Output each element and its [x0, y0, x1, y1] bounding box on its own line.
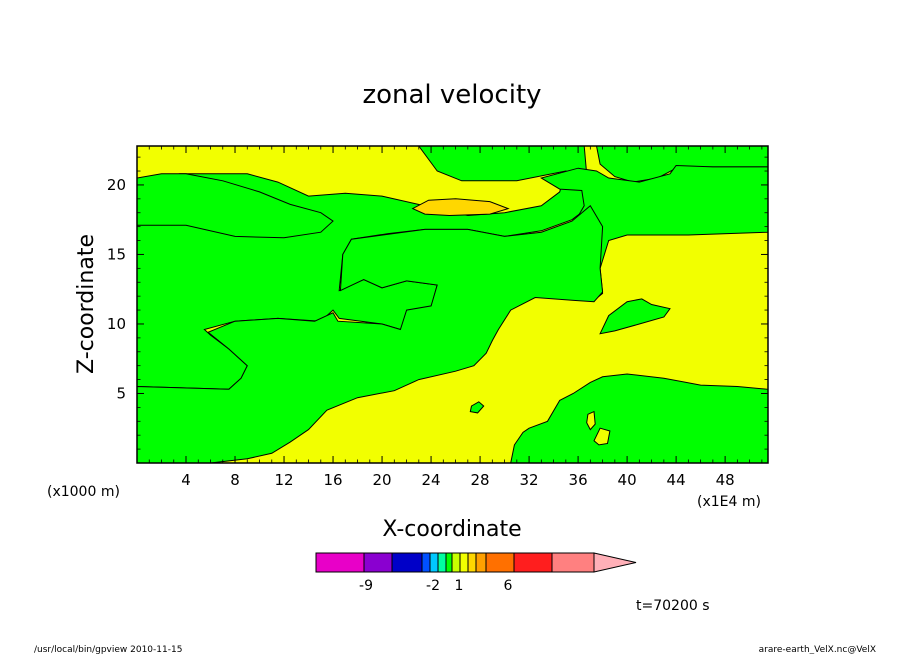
- x-tick-label: 4: [181, 471, 191, 489]
- colorbar-segment: [391, 552, 423, 573]
- y-tick-label: 15: [107, 245, 126, 263]
- colorbar-segment: [593, 552, 637, 573]
- x-unit-right: (x1E4 m): [697, 494, 761, 510]
- y-tick-label: 10: [107, 315, 126, 333]
- chart-title: zonal velocity: [362, 80, 541, 110]
- x-tick-label: 44: [667, 471, 686, 489]
- colorbar: [315, 552, 637, 573]
- x-tick-label: 24: [422, 471, 441, 489]
- contour-region-green: [136, 205, 604, 464]
- y-tick-label: 20: [107, 176, 126, 194]
- x-tick-label: 40: [618, 471, 637, 489]
- y-axis-label: Z-coordinate: [74, 234, 99, 374]
- x-tick-label: 16: [323, 471, 342, 489]
- plot-area: [136, 145, 769, 464]
- colorbar-segment: [451, 552, 461, 573]
- colorbar-segment: [459, 552, 469, 573]
- colorbar-tick-label: -9: [359, 578, 373, 594]
- colorbar-tick-label: 1: [455, 578, 464, 594]
- colorbar-segment: [513, 552, 553, 573]
- contour-region-green: [599, 298, 671, 335]
- x-tick-label: 20: [373, 471, 392, 489]
- contour-region-yellow: [586, 410, 596, 431]
- x-axis-label: X-coordinate: [382, 517, 521, 542]
- colorbar-segment: [467, 552, 477, 573]
- x-tick-label: 28: [471, 471, 490, 489]
- footer-right: arare-earth_VelX.nc@VelX: [759, 645, 876, 654]
- contour-region-green: [510, 373, 769, 464]
- colorbar-segment: [551, 552, 595, 573]
- colorbar-segment: [437, 552, 447, 573]
- x-unit-left: (x1000 m): [47, 484, 120, 500]
- contour-region-orange_yellow: [411, 198, 510, 217]
- colorbar-segment: [315, 552, 365, 573]
- contour-region-yellow: [593, 427, 611, 446]
- colorbar-segment: [445, 552, 453, 573]
- colorbar-tick-label: 6: [504, 578, 513, 594]
- x-axis-ticks: 4 8 12 16 20 24 28 32 36 40 44 48: [148, 146, 763, 489]
- colorbar-segment: [485, 552, 515, 573]
- plot-frame: [136, 145, 769, 464]
- y-tick-label: 5: [116, 384, 126, 402]
- colorbar-ticks: -9 -2 1 6: [359, 578, 513, 594]
- time-label: t=70200 s: [636, 598, 710, 614]
- y-axis-ticks: 5 10 15 20: [107, 156, 768, 450]
- x-tick-label: 8: [230, 471, 240, 489]
- x-tick-label: 12: [274, 471, 293, 489]
- contour-region-green: [469, 401, 485, 414]
- colorbar-segment: [475, 552, 487, 573]
- x-tick-label: 36: [569, 471, 588, 489]
- footer-left: /usr/local/bin/gpview 2010-11-15: [34, 645, 182, 654]
- x-tick-label: 32: [520, 471, 539, 489]
- colorbar-tick-label: -2: [426, 578, 440, 594]
- colorbar-segment: [421, 552, 431, 573]
- x-tick-label: 48: [716, 471, 735, 489]
- colorbar-segment: [363, 552, 393, 573]
- contour-region-green: [136, 173, 334, 239]
- colorbar-segment: [429, 552, 439, 573]
